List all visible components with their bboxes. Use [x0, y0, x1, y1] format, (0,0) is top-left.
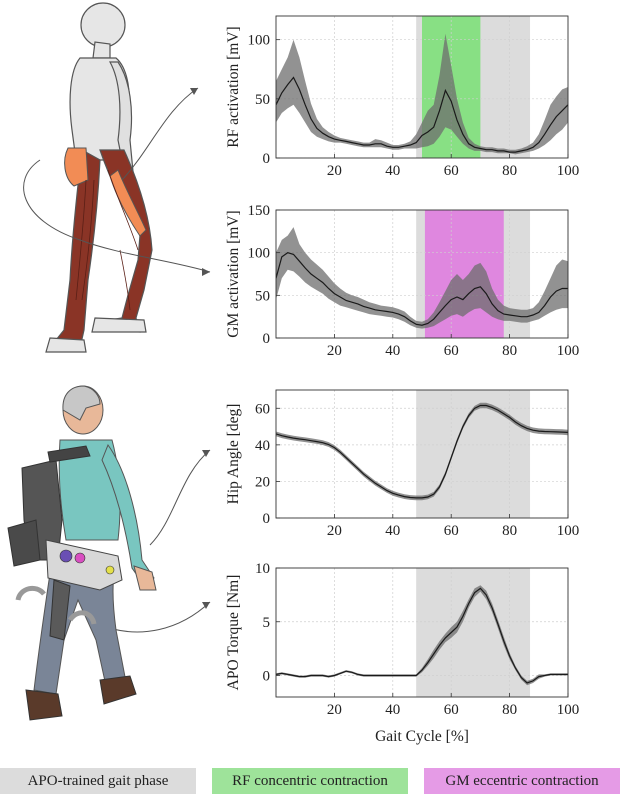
figure-arm [108, 61, 135, 183]
legend-rf-band: RF concentric contraction [212, 768, 408, 794]
exo-shoe-front [99, 675, 137, 705]
x-tick-label: 80 [502, 702, 517, 718]
y-tick-label: 10 [255, 561, 270, 577]
x-tick-label: 60 [444, 523, 459, 539]
axes-frame [275, 567, 569, 698]
mean-line [276, 76, 568, 153]
y-tick-label: 150 [248, 203, 271, 219]
x-tick-label: 80 [502, 523, 517, 539]
x-tick-label: 40 [385, 702, 400, 718]
musculoskeletal-figure [45, 2, 153, 353]
apo-phase-shade [416, 568, 531, 697]
x-tick-label: 40 [385, 343, 400, 359]
y-tick-label: 5 [263, 615, 271, 631]
x-tick-label: 80 [502, 163, 517, 179]
legend-gm-band: GM eccentric contraction [424, 768, 620, 794]
x-tick-label: 40 [385, 163, 400, 179]
y-tick-label: 0 [263, 669, 271, 685]
legend-apo-phase: APO-trained gait phase [0, 768, 196, 794]
y-tick-label: 0 [263, 151, 271, 167]
y-axis-label: RF activation [mV] [225, 26, 242, 147]
y-tick-label: 0 [263, 511, 271, 527]
rotation-arrow [15, 585, 46, 601]
x-tick-label: 60 [444, 702, 459, 718]
x-tick-label: 20 [327, 523, 342, 539]
exo-side-pack [7, 519, 41, 567]
axes-frame [275, 389, 569, 519]
rotation-arrow-2 [67, 610, 97, 625]
figure-front-foot [91, 317, 147, 333]
y-tick-label: 20 [255, 474, 270, 490]
sd-band [276, 585, 568, 686]
exo-strap [47, 445, 91, 463]
y-tick-label: 50 [255, 288, 270, 304]
exo-hand [133, 565, 157, 591]
x-tick-label: 80 [502, 343, 517, 359]
exo-hair [62, 385, 101, 421]
x-tick-label: 20 [327, 702, 342, 718]
mean-line [276, 587, 568, 684]
y-tick-label: 50 [255, 92, 270, 108]
mean-line [276, 404, 568, 499]
x-tick-label: 100 [557, 163, 580, 179]
figure-back-foot [45, 337, 87, 353]
x-axis-label: Gait Cycle [%] [375, 728, 469, 745]
panel-hip: 20 40 60 80 100 0 20 40 60 Hip Angle [deg] [225, 389, 580, 539]
illustration-layer [7, 2, 211, 721]
panel-torque: 20 40 60 80 100 0 5 10 APO Torque [Nm] Gait Cycle… [225, 561, 579, 745]
axes-frame [275, 15, 569, 159]
exo-shoe-back [25, 689, 63, 721]
sd-band [276, 227, 568, 329]
y-tick-label: 40 [255, 438, 270, 454]
x-tick-label: 100 [557, 523, 580, 539]
legend-apo-label: APO-trained gait phase [27, 773, 169, 789]
y-tick-label: 60 [255, 401, 270, 417]
exo-thigh-brace [49, 579, 71, 641]
x-tick-label: 40 [385, 523, 400, 539]
axes-frame [275, 209, 569, 339]
x-tick-label: 100 [557, 702, 580, 718]
legend-rf-label: RF concentric contraction [232, 773, 388, 789]
y-axis-label: Hip Angle [deg] [225, 404, 242, 505]
x-tick-label: 60 [444, 343, 459, 359]
mean-line [276, 252, 568, 326]
x-tick-label: 20 [327, 343, 342, 359]
panel-rf: 20 40 60 80 100 0 50 100 RF activation [mV] [225, 15, 580, 179]
legend-gm-label: GM eccentric contraction [445, 773, 599, 789]
y-tick-label: 100 [248, 246, 271, 262]
x-tick-label: 100 [557, 343, 580, 359]
y-tick-label: 100 [248, 33, 271, 49]
x-tick-label: 60 [444, 163, 459, 179]
y-axis-label: GM activation [mV] [225, 210, 242, 337]
exoskeleton-figure [7, 385, 157, 721]
y-tick-label: 0 [263, 331, 271, 347]
x-tick-label: 20 [327, 163, 342, 179]
panel-gm: 20 40 60 80 100 0 50 100 150 GM activation [mV] [225, 203, 579, 359]
y-axis-label: APO Torque [Nm] [225, 575, 242, 691]
